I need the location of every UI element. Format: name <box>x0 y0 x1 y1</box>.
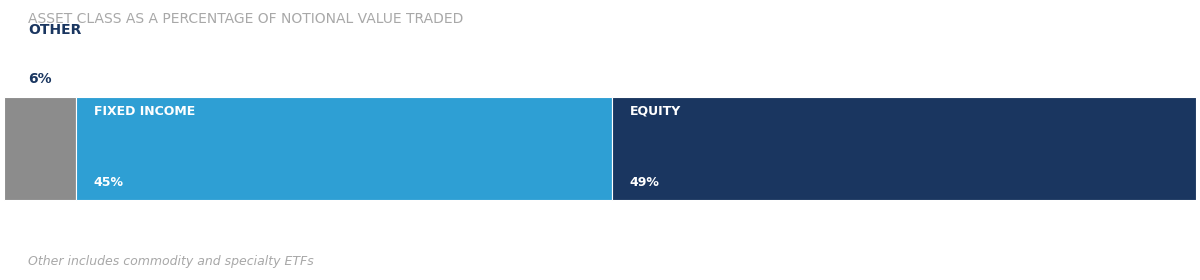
Text: 49%: 49% <box>630 176 660 189</box>
Text: 45%: 45% <box>94 176 124 189</box>
Text: Other includes commodity and specialty ETFs: Other includes commodity and specialty E… <box>28 255 313 268</box>
Text: 6%: 6% <box>28 72 52 86</box>
Bar <box>76 97 612 200</box>
Bar <box>4 97 76 200</box>
Text: OTHER: OTHER <box>28 23 82 37</box>
Bar <box>612 97 1196 200</box>
Text: ASSET CLASS AS A PERCENTAGE OF NOTIONAL VALUE TRADED: ASSET CLASS AS A PERCENTAGE OF NOTIONAL … <box>28 12 463 26</box>
Text: EQUITY: EQUITY <box>630 105 682 118</box>
Text: FIXED INCOME: FIXED INCOME <box>94 105 194 118</box>
